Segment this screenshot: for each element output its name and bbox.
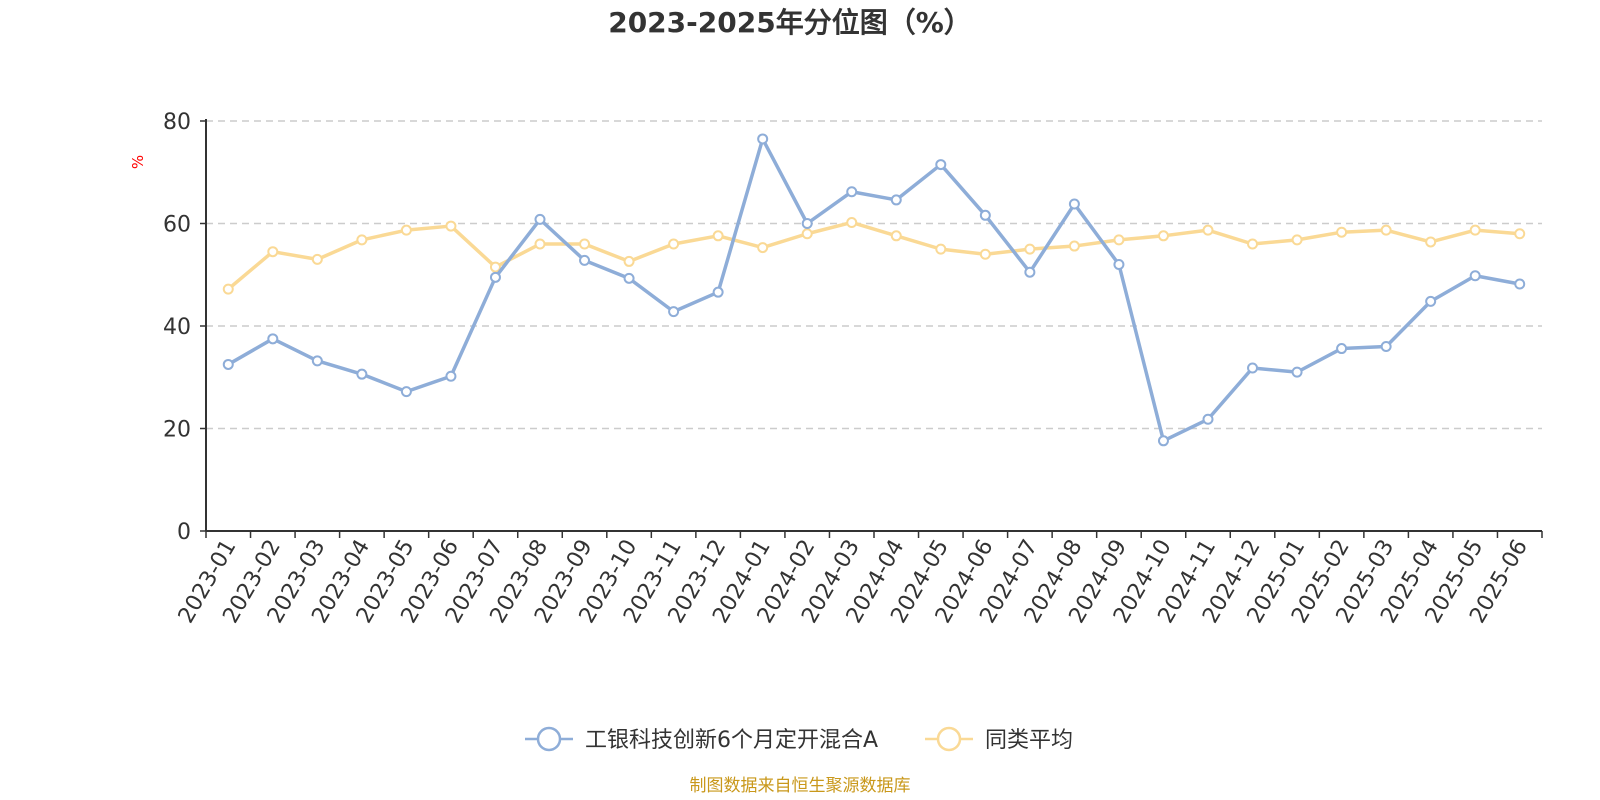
data-point [846, 186, 858, 198]
legend-swatch-marker[interactable] [936, 726, 962, 752]
grid-lines [206, 120, 1542, 430]
data-point [1068, 240, 1080, 252]
data-point [1291, 234, 1303, 246]
data-point [935, 159, 947, 171]
data-point [1247, 362, 1259, 374]
data-point [979, 248, 991, 260]
data-point [668, 306, 680, 318]
data-point [1336, 226, 1348, 238]
data-point [356, 368, 368, 380]
legend-label[interactable]: 同类平均 [985, 728, 1073, 753]
x-axis-ticks: 2023-012023-022023-032023-042023-052023-… [174, 531, 1543, 628]
y-axis-unit-label: % [129, 155, 147, 169]
data-point [890, 230, 902, 242]
data-point [445, 220, 457, 232]
data-point [1425, 295, 1437, 307]
data-point [1336, 343, 1348, 355]
data-point [534, 213, 546, 225]
data-point [1024, 266, 1036, 278]
data-point [890, 194, 902, 206]
data-point [1469, 270, 1481, 282]
chart-title: 2023-2025年分位图（%） [608, 6, 972, 39]
data-point [1469, 224, 1481, 236]
legend-swatch-marker[interactable] [536, 726, 562, 752]
data-point [801, 228, 813, 240]
data-point [1247, 238, 1259, 250]
data-point [1380, 341, 1392, 352]
data-point [757, 133, 769, 145]
data-point [1291, 366, 1303, 378]
data-point [1157, 435, 1169, 447]
data-point [1068, 198, 1080, 210]
data-point [489, 261, 501, 273]
series-layer [222, 133, 1526, 447]
data-point [979, 209, 991, 221]
data-point [579, 254, 591, 266]
y-tick-label: 0 [177, 520, 191, 545]
data-point [400, 386, 412, 398]
y-axis-ticks: 0 20 40 60 80 [163, 110, 206, 545]
data-point [668, 238, 680, 250]
data-point [445, 370, 457, 382]
data-point [1157, 230, 1169, 242]
data-point [222, 283, 234, 295]
data-point [712, 286, 724, 298]
data-point [1202, 224, 1214, 236]
data-point [1425, 236, 1437, 248]
y-tick-label: 60 [163, 213, 191, 238]
data-point [712, 230, 724, 242]
data-source-note: 制图数据来自恒生聚源数据库 [690, 776, 911, 796]
data-point [534, 238, 546, 250]
legend-label[interactable]: 工银科技创新6个月定开混合A [585, 728, 878, 753]
y-tick-label: 40 [163, 315, 191, 340]
data-point [1113, 234, 1125, 246]
data-point [623, 255, 635, 267]
data-point [356, 234, 368, 246]
legend[interactable]: 工银科技创新6个月定开混合A 同类平均 [525, 726, 1073, 753]
data-point [579, 238, 591, 250]
data-point [311, 253, 323, 265]
data-point [1024, 243, 1036, 255]
data-point [1202, 413, 1214, 425]
data-point [1514, 228, 1526, 240]
data-point [222, 358, 234, 370]
series-line [227, 137, 1521, 443]
data-point [1514, 278, 1526, 290]
data-point [1380, 224, 1392, 236]
y-tick-label: 20 [163, 418, 191, 443]
data-point [801, 218, 813, 229]
data-point [846, 216, 858, 228]
data-point [400, 224, 412, 236]
data-point [1113, 259, 1125, 270]
data-point [935, 243, 947, 255]
data-point [267, 246, 279, 258]
data-point [623, 272, 635, 284]
data-point [757, 242, 769, 254]
series-line [227, 220, 1520, 291]
axes [205, 119, 1542, 532]
data-point [267, 333, 279, 345]
y-tick-label: 80 [163, 110, 191, 135]
data-point [489, 271, 501, 283]
data-point [311, 355, 323, 367]
